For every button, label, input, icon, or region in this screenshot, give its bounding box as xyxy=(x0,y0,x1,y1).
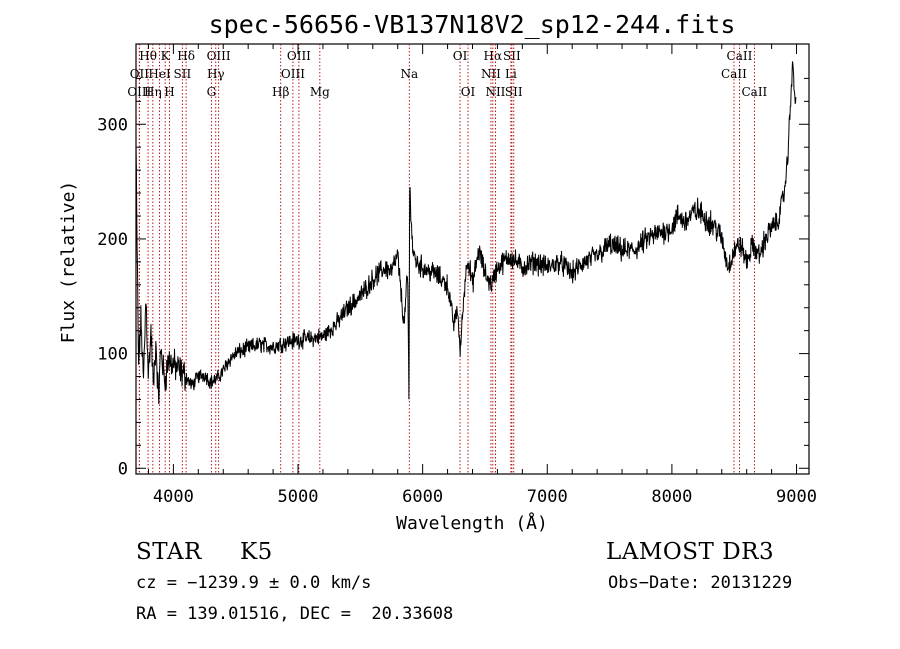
y-tick-label-0: 0 xyxy=(118,459,128,479)
line-label-11: G xyxy=(207,85,217,99)
x-tick-label-5: 9000 xyxy=(776,487,817,507)
spectrum-line xyxy=(135,61,797,405)
x-tick-label-3: 7000 xyxy=(527,487,568,507)
line-label-16: Na xyxy=(400,67,418,81)
line-label-20: SII xyxy=(503,49,521,63)
line-label-14: OIII xyxy=(281,67,305,81)
ra-dec-coordinates: RA = 139.01516, DEC = 20.33608 xyxy=(136,604,454,624)
line-label-25: CaII xyxy=(727,49,753,63)
y-tick-label-3: 300 xyxy=(97,115,128,135)
object-class: STAR xyxy=(136,539,202,565)
line-label-17: OI xyxy=(453,49,468,63)
line-label-6: SII xyxy=(174,67,192,81)
chart-title: spec-56656-VB137N18V2_sp12-244.fits xyxy=(209,10,736,39)
x-tick-label-0: 4000 xyxy=(153,487,194,507)
y-tick-label-1: 100 xyxy=(97,345,128,365)
line-label-10: Hγ xyxy=(207,67,225,81)
survey-name: LAMOST DR3 xyxy=(606,539,775,565)
line-label-24: SII xyxy=(505,85,523,99)
plot-frame xyxy=(135,43,810,475)
line-label-19: Hα xyxy=(484,49,503,63)
line-label-4: HeI xyxy=(148,67,171,81)
y-tick-label-2: 200 xyxy=(97,230,128,250)
line-label-7: H xyxy=(164,85,174,99)
line-label-9: OIII xyxy=(207,49,231,63)
x-tick-label-2: 6000 xyxy=(402,487,443,507)
redshift-velocity: cz = −1239.9 ± 0.0 km/s xyxy=(136,573,372,593)
y-axis-label: Flux (relative) xyxy=(58,181,79,344)
line-label-1: OII xyxy=(130,67,150,81)
line-label-8: Hδ xyxy=(177,49,195,63)
object-subclass: K5 xyxy=(240,539,273,565)
line-label-13: OIII xyxy=(287,49,311,63)
line-label-18: OI xyxy=(461,85,476,99)
line-label-23: NII xyxy=(485,85,505,99)
line-label-12: Hβ xyxy=(272,85,289,99)
line-label-27: CaII xyxy=(741,85,767,99)
line-label-5: Hη xyxy=(144,85,162,99)
line-label-15: Mg xyxy=(310,85,330,99)
x-axis-label: Wavelength (Å) xyxy=(396,512,548,534)
x-tick-label-1: 5000 xyxy=(278,487,319,507)
line-label-22: Li xyxy=(505,67,517,81)
line-label-2: OIII xyxy=(127,85,151,99)
line-label-0: Hθ xyxy=(139,49,157,63)
line-label-26: CaII xyxy=(721,67,747,81)
observation-date: Obs−Date: 20131229 xyxy=(608,573,793,593)
x-tick-label-4: 8000 xyxy=(651,487,692,507)
line-label-21: NII xyxy=(481,67,501,81)
line-label-3: K xyxy=(161,49,171,63)
